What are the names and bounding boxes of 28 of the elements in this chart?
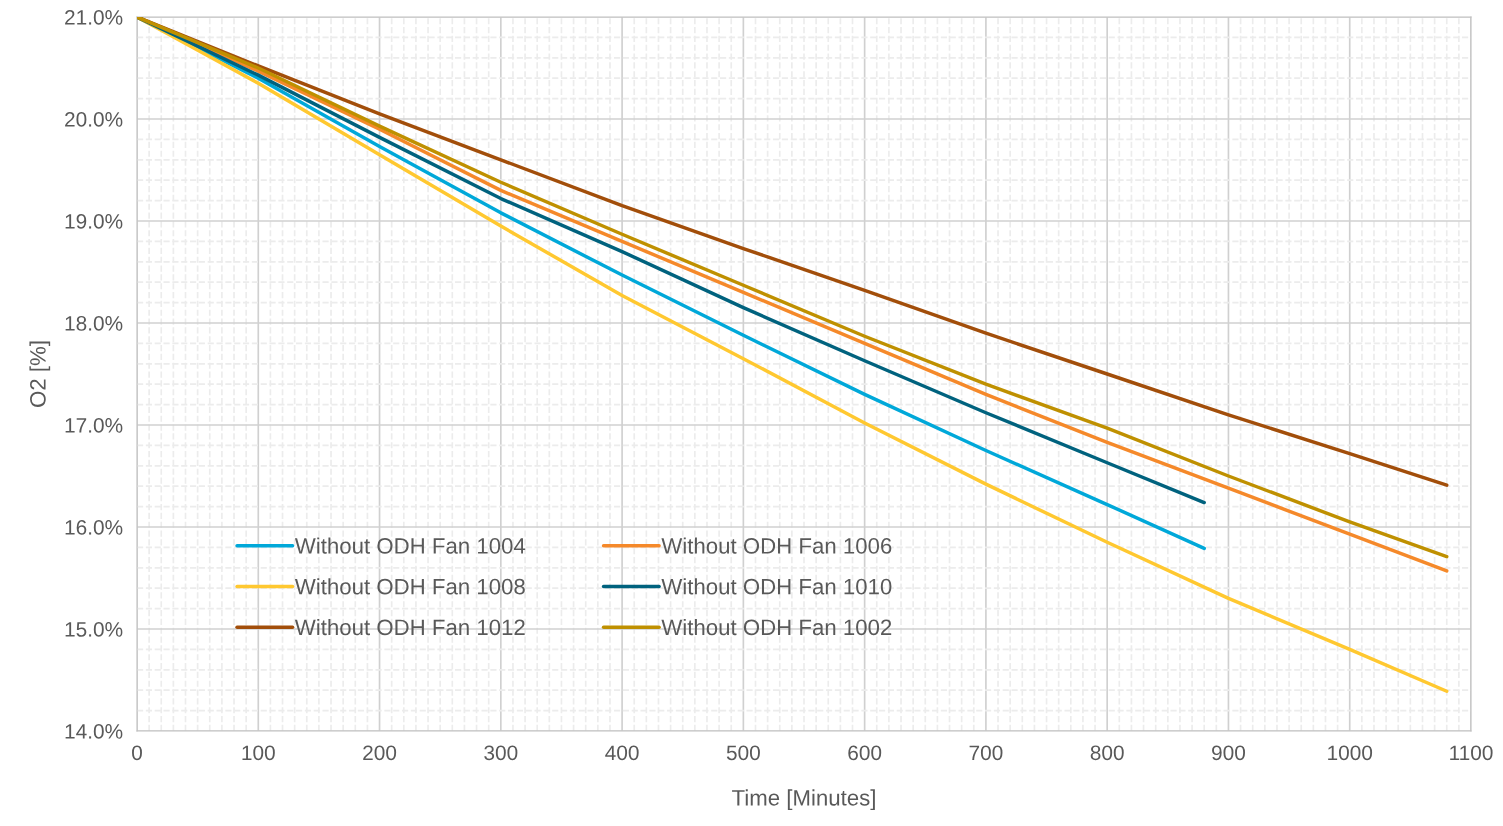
legend-label: Without ODH Fan 1008	[294, 578, 525, 595]
y-tick-label: 17.0%	[65, 418, 123, 433]
y-tick-label: 15.0%	[65, 622, 123, 637]
x-tick-label: 300	[484, 745, 518, 761]
x-tick-label: 200	[363, 745, 397, 761]
x-tick-label: 100	[242, 745, 275, 761]
x-axis-title: Time [Minutes]	[732, 789, 875, 811]
x-tick-label: 800	[1090, 745, 1124, 761]
y-axis-title: O2 [%]	[29, 341, 51, 407]
x-tick-label: 700	[969, 745, 1003, 761]
y-tick-label: 21.0%	[65, 10, 123, 25]
x-tick-label: 500	[726, 745, 760, 761]
x-tick-label: 400	[605, 745, 639, 761]
y-tick-label: 16.0%	[65, 520, 123, 535]
legend-label: Without ODH Fan 1012	[294, 618, 525, 636]
x-tick-label: 0	[132, 745, 142, 761]
x-tick-label: 1100	[1450, 745, 1493, 761]
y-tick-label: 19.0%	[65, 214, 123, 229]
legend-label: Without ODH Fan 1002	[661, 618, 892, 636]
y-tick-label: 18.0%	[65, 316, 123, 331]
x-tick-label: 1000	[1328, 745, 1373, 761]
y-tick-label: 14.0%	[65, 724, 123, 739]
legend-label: Without ODH Fan 1010	[661, 578, 892, 595]
legend-label: Without ODH Fan 1006	[661, 537, 892, 554]
legend-label: Without ODH Fan 1004	[294, 537, 526, 554]
x-tick-label: 600	[848, 745, 882, 761]
y-tick-label: 20.0%	[65, 112, 123, 127]
x-tick-label: 900	[1212, 745, 1246, 761]
